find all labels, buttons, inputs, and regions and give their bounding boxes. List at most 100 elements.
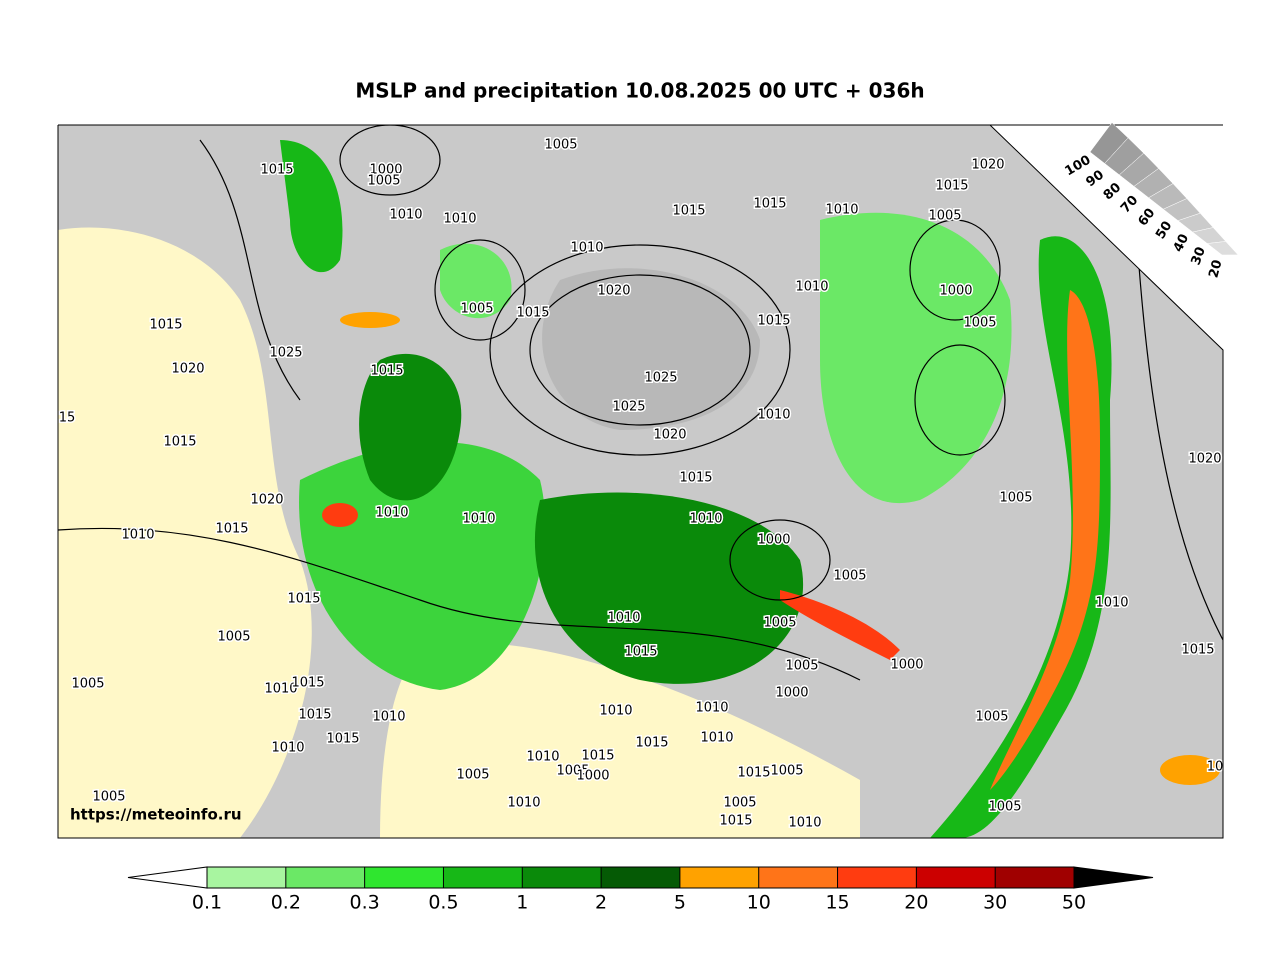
colorbar-tick-label: 2: [595, 892, 607, 914]
gauge-label: 20: [1206, 258, 1225, 279]
colorbar-tick-label: 15: [825, 892, 849, 914]
isobar-label: 1020: [250, 493, 283, 508]
isobar-label: 1015: [516, 306, 549, 321]
isobar-label: 10: [1207, 760, 1224, 775]
dry-area: [380, 642, 860, 838]
high-pressure-cloud: [542, 268, 760, 430]
isobar-label: 1015: [260, 163, 293, 178]
isobar-label: 1010: [507, 796, 540, 811]
colorbar-swatch: [837, 867, 917, 888]
isobar-label: 1005: [833, 569, 866, 584]
isobar-label: 1010: [462, 512, 495, 527]
isobar-label: 1005: [92, 790, 125, 805]
isobar-label: 1010: [1095, 596, 1128, 611]
colorbar-swatch: [758, 867, 838, 888]
isobar-label: 1015: [757, 314, 790, 329]
isobar-label: 15: [59, 411, 76, 426]
title: MSLP and precipitation 10.08.2025 00 UTC…: [355, 79, 924, 103]
isobar-label: 1010: [795, 280, 828, 295]
isobar-label: 1015: [163, 435, 196, 450]
isobar-label: 1005: [723, 796, 756, 811]
isobar-label: 1015: [291, 676, 324, 691]
colorbar-swatch: [364, 867, 444, 888]
colorbar-tick-label: 0.5: [428, 892, 458, 914]
isobar-label: 1010: [700, 731, 733, 746]
colorbar-tick-label: 0.2: [271, 892, 301, 914]
colorbar: 0.1 0.2 0.3 0.5 1 2 5 10 15 20 30 50: [127, 866, 1154, 914]
isobar-label: 1010: [825, 203, 858, 218]
isobar-label: 1005: [770, 764, 803, 779]
gauge-label: 30: [1189, 245, 1209, 267]
isobar-label: 1005: [71, 677, 104, 692]
isobar-label: 1010: [271, 741, 304, 756]
isobar-label: 1015: [672, 204, 705, 219]
isobar-label: 1020: [171, 362, 204, 377]
isobar-label: 1005: [217, 630, 250, 645]
isobar-label: 1015: [1181, 643, 1214, 658]
isobar-label: 1020: [597, 284, 630, 299]
colorbar-tick-label: 1: [516, 892, 528, 914]
isobars: [58, 125, 1223, 681]
precip-area: [820, 212, 1012, 504]
colorbar-tick-label: 50: [1062, 892, 1086, 914]
isobar-label: 1010: [599, 704, 632, 719]
isobar-label: 1000: [890, 658, 923, 673]
isobar-label: 1000: [757, 533, 790, 548]
isobar-label: 1025: [269, 346, 302, 361]
precip-area: [299, 442, 546, 690]
heavy-precip: [780, 590, 900, 660]
isobar-label: 1015: [624, 645, 657, 660]
colorbar-swatch: [601, 867, 680, 888]
isobar-label: 1010: [695, 701, 728, 716]
gauge-label: 40: [1171, 232, 1192, 255]
colorbar-tick-label: 5: [674, 892, 686, 914]
isobar-label: 1005: [975, 710, 1008, 725]
isobar-label: 1025: [644, 371, 677, 386]
isobar-label: 1015: [737, 766, 770, 781]
isobar-label: 1000: [939, 284, 972, 299]
colorbar-tick-label: 0.1: [192, 892, 222, 914]
colorbar-swatch: [679, 867, 759, 888]
colorbar-tick-label: 10: [747, 892, 771, 914]
heavy-precip: [1160, 755, 1220, 785]
isobar-label: 1010: [372, 710, 405, 725]
colorbar-swatch: [995, 867, 1074, 888]
isobar-label: 1005: [928, 209, 961, 224]
isobar-label: 1015: [287, 592, 320, 607]
isobar-label: 1015: [935, 179, 968, 194]
isobar-label: 1005: [785, 659, 818, 674]
isobar-label: 1005: [556, 764, 589, 779]
isobar-label: 1015: [298, 708, 331, 723]
heavy-precip: [990, 290, 1100, 790]
colorbar-swatch: [522, 867, 602, 888]
isobar-label: 1015: [753, 197, 786, 212]
isobar-label: 1015: [326, 732, 359, 747]
isobar-label: 1000: [369, 163, 402, 178]
isobar-label: 1010: [607, 611, 640, 626]
precip-band: [930, 236, 1112, 838]
isobar-label: 1005: [963, 316, 996, 331]
isobar-label: 1010: [689, 512, 722, 527]
isobar-label: 1015: [679, 471, 712, 486]
isobar-label: 1020: [1188, 452, 1221, 467]
isobar-label: 1025: [612, 400, 645, 415]
heavy-precip: [322, 503, 358, 527]
isobar-label: 1015: [215, 522, 248, 537]
isobar-label: 1005: [988, 800, 1021, 815]
precip-area: [440, 243, 512, 319]
isobar-label: 1000: [576, 769, 609, 784]
colorbar-swatch: [207, 867, 286, 888]
isobar-label: 1010: [264, 682, 297, 697]
gauge-label: 50: [1153, 219, 1175, 242]
isobar-label: 1005: [763, 616, 796, 631]
isobar-label: 1005: [367, 174, 400, 189]
isobar-label: 1015: [370, 364, 403, 379]
colorbar-swatch: [443, 867, 523, 888]
isobar-label: 1020: [971, 158, 1004, 173]
isobar-label: 1000: [775, 686, 808, 701]
isobar-label: 1005: [460, 302, 493, 317]
isobar-label: 1015: [719, 814, 752, 829]
